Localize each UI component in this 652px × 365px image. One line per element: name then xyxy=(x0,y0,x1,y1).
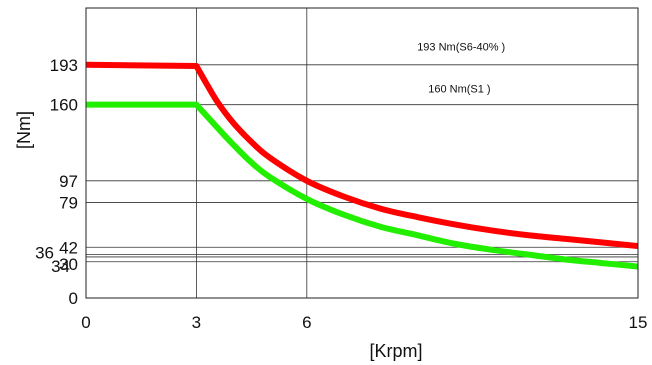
y-tick-160: 160 xyxy=(50,96,78,115)
chart-grid xyxy=(86,8,638,298)
x-tick-3: 3 xyxy=(192,313,201,332)
y-tick-42: 42 xyxy=(59,238,78,257)
x-tick-15: 15 xyxy=(629,313,648,332)
y-axis-label: [Nm] xyxy=(14,111,34,149)
y-tick-193: 193 xyxy=(50,56,78,75)
plot-frame xyxy=(85,7,639,299)
annotation-2: 160 Nm(S1 ) xyxy=(428,84,490,96)
y-tick-97: 97 xyxy=(59,172,78,191)
y-tick-30: 30 xyxy=(59,255,78,274)
annotation-1: 193 Nm(S6-40% ) xyxy=(417,41,505,53)
y-tick-79: 79 xyxy=(59,194,78,213)
y-tick-34: 34 xyxy=(51,257,70,276)
series-line-1 xyxy=(85,61,639,250)
plot-border xyxy=(85,7,639,299)
chart-series xyxy=(85,61,639,270)
x-tick-6: 6 xyxy=(302,313,311,332)
series-line-2 xyxy=(86,101,639,270)
y-tick-36: 36 xyxy=(35,244,54,263)
x-axis-label: [Krpm] xyxy=(369,341,422,361)
y-tick-0: 0 xyxy=(69,289,78,308)
x-tick-labels: 0 3 6 15 xyxy=(81,313,647,332)
chart-annotations: 193 Nm(S6-40% ) 160 Nm(S1 ) xyxy=(417,41,505,95)
x-tick-0: 0 xyxy=(81,313,90,332)
